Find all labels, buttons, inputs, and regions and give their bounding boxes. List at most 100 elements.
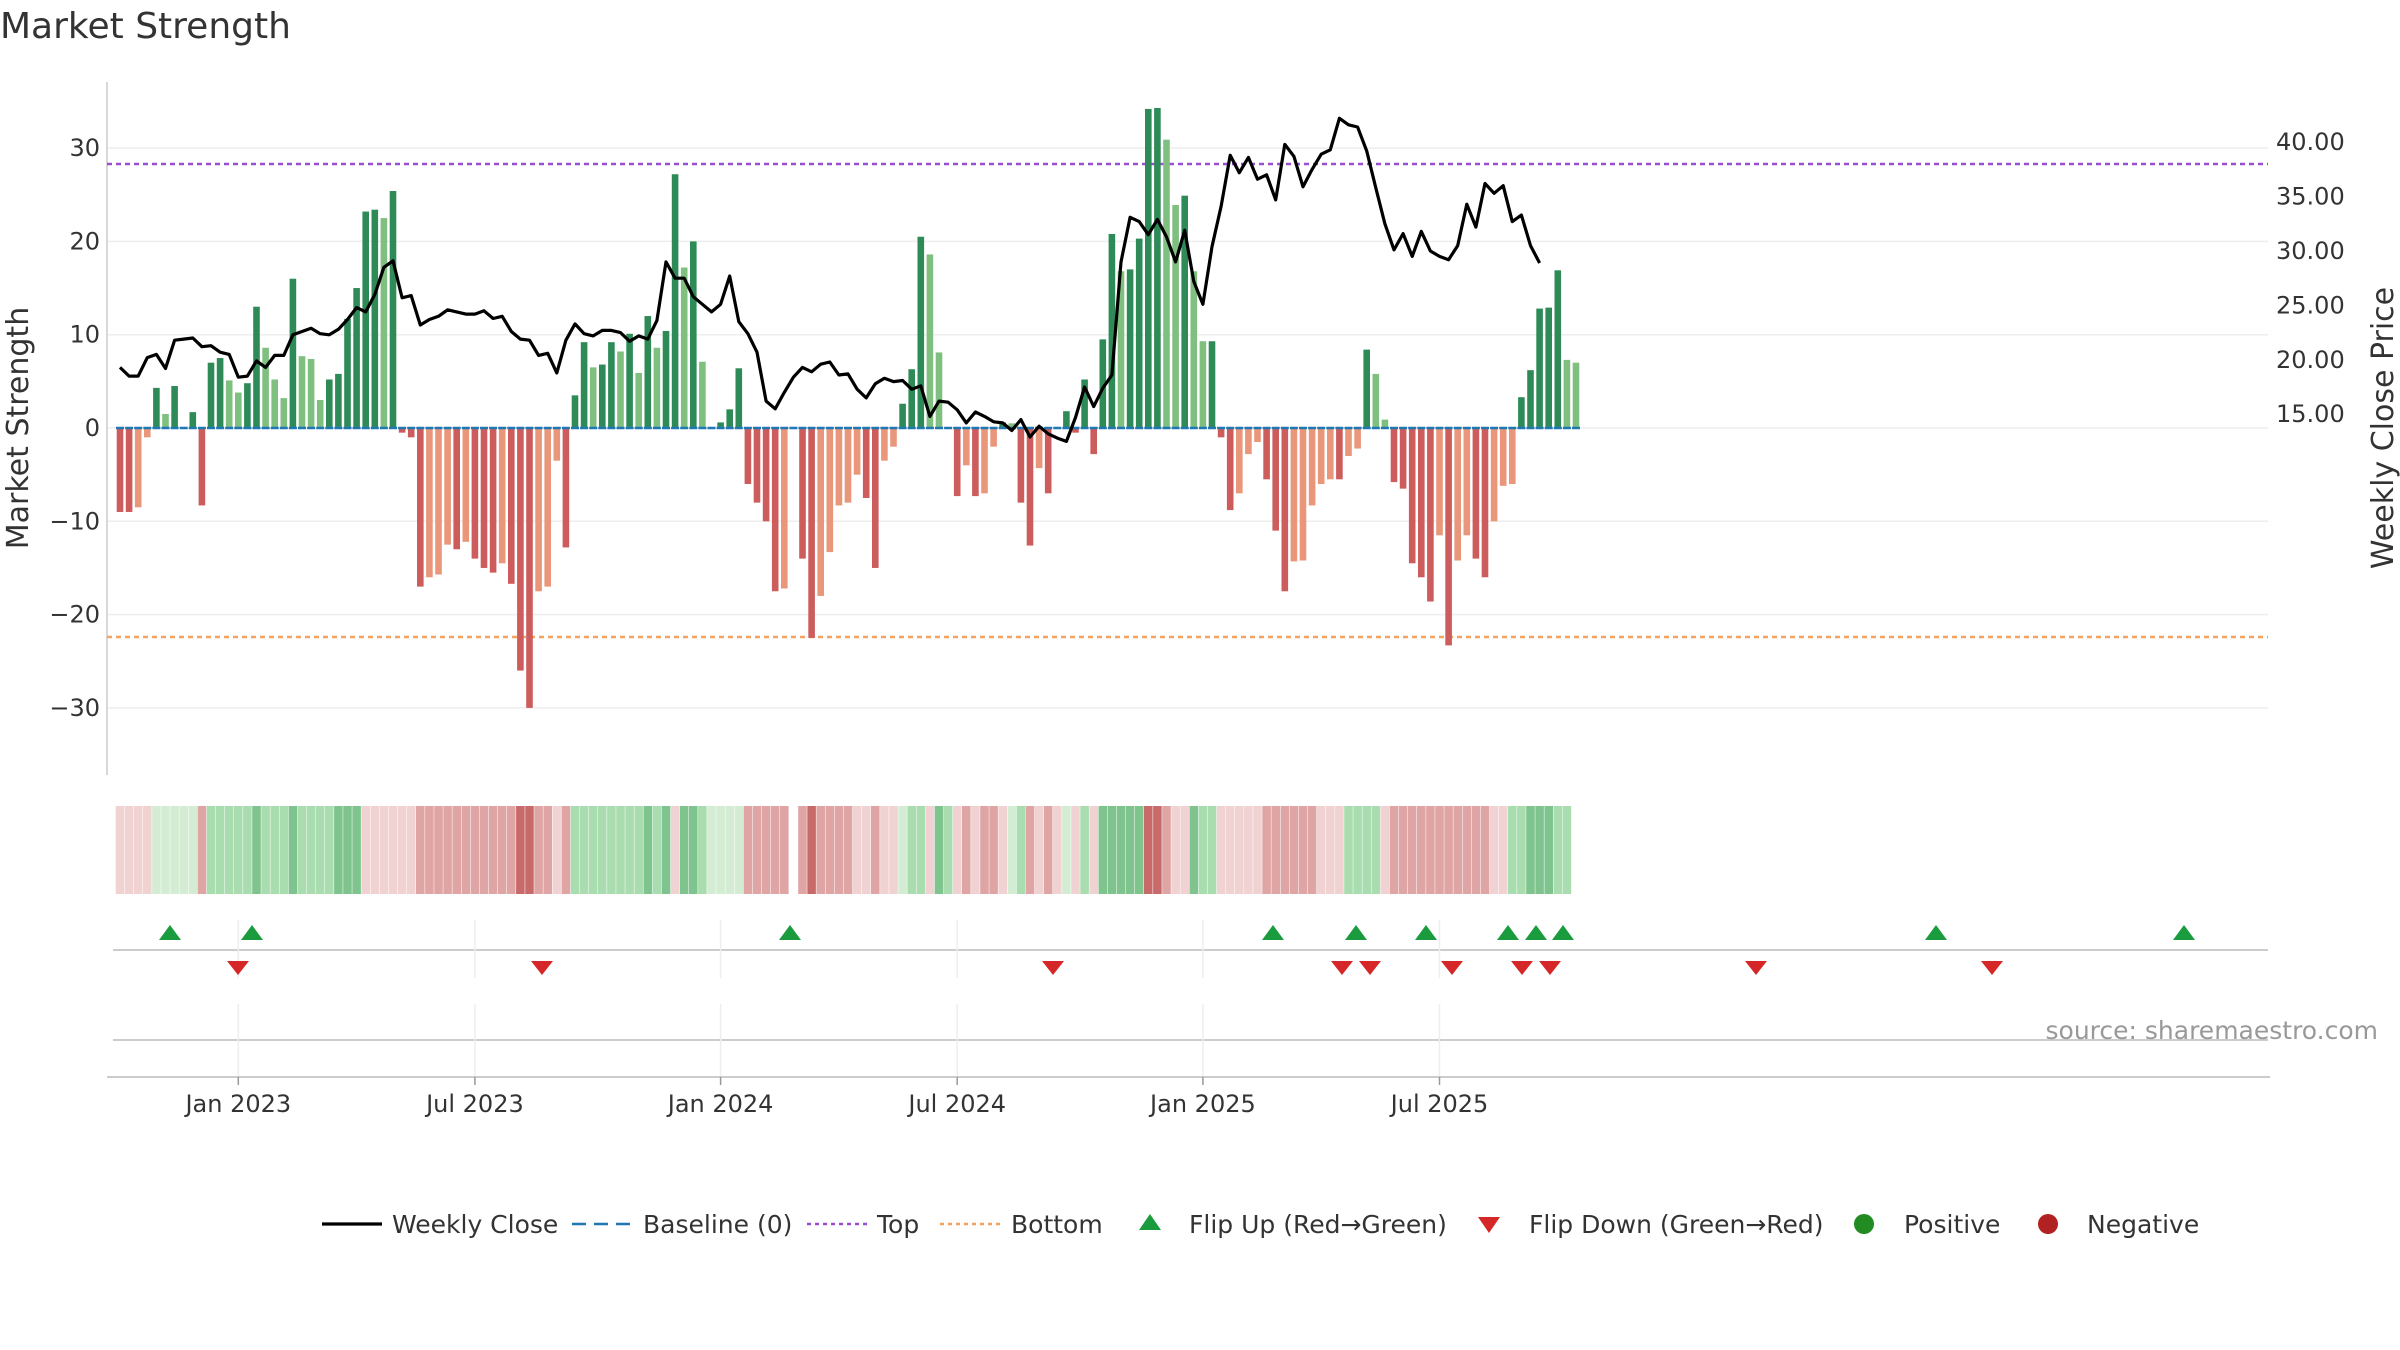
strip-cell [1125,806,1135,894]
y2-tick-label: 40.00 [2276,128,2345,156]
strength-bar [362,211,369,428]
strip-cell [871,806,880,894]
strip-cell [361,806,370,894]
strength-bar [508,428,515,584]
strength-bar [1490,428,1498,522]
strip-cell [1362,806,1371,894]
strip-cell [1189,806,1199,894]
legend-circle-swatch [2038,1214,2058,1234]
strip-cell [807,806,816,894]
strength-bar [526,428,533,708]
strip-cell [434,806,443,894]
strip-cell [234,806,243,894]
strip-cell [989,806,998,894]
strength-bar [817,428,824,596]
strip-cell [971,806,980,894]
flip-up-marker [1415,925,1437,940]
strength-bar [1226,428,1234,511]
y-axis-title: Market Strength [1,307,36,549]
strip-cell [643,806,653,894]
strength-bar [1281,428,1289,592]
y-tick-label: −10 [49,507,100,535]
strength-bar [1199,341,1207,428]
strength-bar [599,364,606,428]
legend-label: Weekly Close [392,1210,558,1239]
strip-cell [1271,806,1280,894]
strength-bar [189,412,197,428]
x-axis-ticks: Jan 2023 Jul 2023 Jan 2024 Jul 2024 Jan 2025… [183,1077,1488,1118]
strength-bar [1390,428,1398,483]
strip-cell [1180,806,1189,894]
strength-bar [1263,428,1270,480]
strength-bar [407,428,415,438]
strength-bar [207,362,215,428]
strength-bar [1035,428,1043,469]
strip-cell [1043,806,1053,894]
strength-bar [316,400,324,428]
strip-cell [1016,806,1026,894]
strip-cell [288,806,298,894]
strength-bar [335,373,342,428]
strength-bar [1572,362,1580,428]
bottom-panel [107,1004,2270,1078]
strip-cell [1262,806,1271,894]
strength-bar [144,428,151,438]
strip-cell [1444,806,1453,894]
flip-down-marker [1539,961,1561,975]
strength-bar [1245,428,1252,455]
strength-bar [662,330,670,428]
strip-cell [1253,806,1262,894]
strip-cell [261,806,270,894]
strip-cell [1453,806,1462,894]
strength-bar [890,428,897,447]
strength-bar [680,267,688,428]
strength-bar [417,428,424,587]
strip-cell [1053,806,1062,894]
strength-bar [1117,271,1125,428]
strip-cell [1171,806,1180,894]
strip-cell [898,806,907,894]
strength-bar [1299,428,1307,561]
weekly-close-line [118,116,1542,443]
strength-bar [1436,428,1443,536]
strength-bar [1554,270,1562,428]
strength-bar [853,428,861,475]
strength-bar [380,218,388,428]
strength-bar [1399,428,1407,489]
strength-bar [262,347,269,428]
strip-cell [188,806,198,894]
legend-label: Flip Up (Red→Green) [1189,1210,1447,1239]
strip-cell [170,806,179,894]
strength-bar [690,241,697,428]
strip-cell [1462,806,1472,894]
strength-bar [1527,370,1534,428]
strip-cell [1216,806,1226,894]
strength-bar [580,342,588,428]
strength-bar [926,254,934,428]
strip-cell [334,806,343,894]
strip-cell [325,806,334,894]
strength-bar [1463,428,1471,536]
strength-bar [862,428,870,498]
legend-label: Flip Down (Green→Red) [1529,1210,1824,1239]
chart-title: Market Strength [0,6,291,47]
strength-bar [826,428,834,553]
strength-bar [808,428,815,638]
strength-bar [1081,379,1088,428]
strength-bar [872,428,879,568]
strip-cell [1508,806,1517,894]
strip-cell [243,806,252,894]
strip-cell [1480,806,1490,894]
strip-cell [507,806,516,894]
flip-up-marker [1345,925,1367,940]
strength-bar [498,428,506,564]
strip-cell [1244,806,1253,894]
flip-down-marker [227,961,249,975]
strength-bar [1044,428,1052,494]
strip-cell [598,806,607,894]
strip-cell [1389,806,1399,894]
y2-axis-ticks: 40.00 35.00 30.00 25.00 20.00 15.00 [2276,128,2345,428]
strength-bar [635,372,642,428]
strength-bar [771,428,779,592]
